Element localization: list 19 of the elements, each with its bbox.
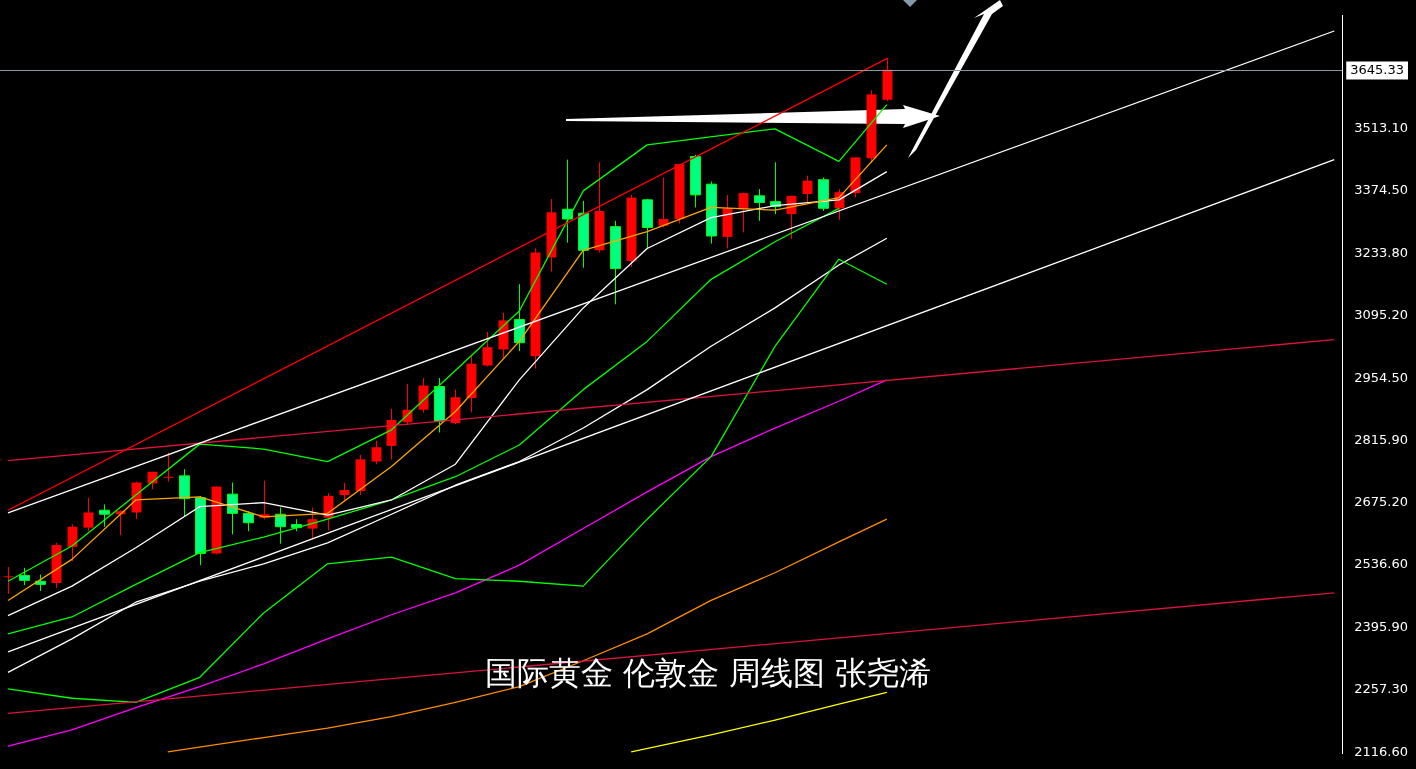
y-tick-label: 3095.20 [1354, 306, 1409, 322]
y-tick-label: 3513.10 [1354, 120, 1409, 136]
candlestick [754, 188, 765, 222]
y-tick-label: 2815.90 [1354, 431, 1409, 447]
candlestick [482, 331, 493, 367]
ref-line-label: 3645.33 [1350, 61, 1405, 77]
y-tick-label: 3374.50 [1354, 182, 1409, 198]
candlestick [83, 497, 94, 532]
y-tick-label: 2116.60 [1354, 743, 1409, 759]
y-tick-label: 3233.80 [1354, 244, 1409, 260]
y-tick-label: 2536.60 [1354, 556, 1409, 572]
y-tick-label: 2954.50 [1354, 369, 1409, 385]
candlestick [3, 566, 14, 595]
candlestick [770, 161, 781, 215]
candlestick [163, 452, 174, 483]
candlestick [371, 440, 382, 465]
y-tick-label: 2395.90 [1354, 619, 1409, 635]
y-tick-label: 2675.20 [1354, 494, 1409, 510]
y-tick-label: 2257.30 [1354, 681, 1409, 697]
